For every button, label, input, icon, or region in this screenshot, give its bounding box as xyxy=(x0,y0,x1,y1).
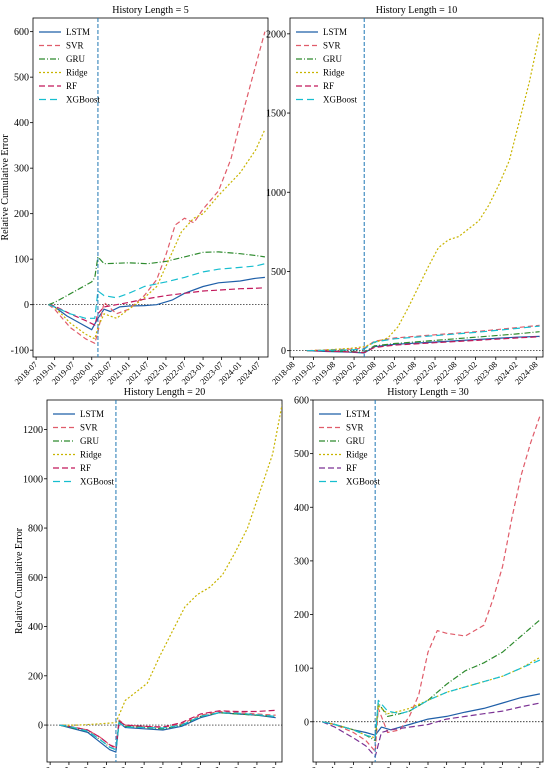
legend-label-ridge: Ridge xyxy=(66,68,88,78)
subplot-title: History Length = 30 xyxy=(387,387,468,398)
series-line-svr xyxy=(48,31,266,344)
legend-label-lstm: LSTM xyxy=(346,409,370,419)
y-tick-label: 800 xyxy=(28,524,43,535)
subplot-title: History Length = 5 xyxy=(112,5,188,16)
series-line-gru xyxy=(59,712,276,751)
y-tick-label: 200 xyxy=(294,610,309,621)
subplot-4: 01002003004005006002018-102019-042019-10… xyxy=(292,387,544,768)
legend-label-xgboost: XGBoost xyxy=(346,477,381,487)
legend-label-rf: RF xyxy=(323,81,334,91)
y-tick-label: 0 xyxy=(304,717,309,728)
series-line-xgboost xyxy=(306,325,540,352)
series-line-lstm xyxy=(48,276,265,331)
y-tick-label: 2000 xyxy=(266,29,286,40)
legend: LSTM SVR GRU Ridge RF XGBoost xyxy=(39,27,101,105)
data-area xyxy=(313,415,543,758)
y-tick-label: 100 xyxy=(294,664,309,675)
series-line-ridge xyxy=(322,656,541,739)
series-line-xgboost xyxy=(322,659,541,739)
y-tick-label: 500 xyxy=(294,449,309,460)
y-tick-label: 1000 xyxy=(23,474,43,485)
legend-label-gru: GRU xyxy=(346,436,366,446)
legend: LSTM SVR GRU Ridge RF XGBoost xyxy=(53,409,115,487)
data-area xyxy=(47,404,282,753)
y-tick-label: 600 xyxy=(28,573,43,584)
plot-frame xyxy=(289,17,544,358)
subplot-3: 0200400600800100012002018-092019-032019-… xyxy=(14,387,283,768)
y-tick-label: 400 xyxy=(14,118,29,129)
y-tick-label: 1500 xyxy=(266,109,286,120)
y-tick-label: 600 xyxy=(294,396,309,407)
y-axis-label: Relative Cumulative Error xyxy=(0,134,11,241)
y-tick-label: -100 xyxy=(11,346,29,357)
series-line-svr xyxy=(322,415,541,752)
legend-label-ridge: Ridge xyxy=(346,450,368,460)
series-line-svr xyxy=(59,710,276,748)
y-tick-label: 300 xyxy=(14,164,29,175)
x-tick-label: 2018-09 xyxy=(26,764,53,768)
y-axis-label: Relative Cumulative Error xyxy=(14,527,25,634)
legend-label-ridge: Ridge xyxy=(323,68,345,78)
series-line-ridge xyxy=(306,33,541,352)
legend-label-lstm: LSTM xyxy=(323,27,347,37)
y-tick-label: 500 xyxy=(271,267,286,278)
series-line-xgboost xyxy=(48,263,266,319)
legend-label-lstm: LSTM xyxy=(66,27,90,37)
y-tick-label: 600 xyxy=(14,27,29,38)
y-tick-label: 300 xyxy=(294,556,309,567)
y-tick-label: 100 xyxy=(14,255,29,266)
legend-label-svr: SVR xyxy=(66,41,84,51)
series-line-lstm xyxy=(322,693,541,736)
legend: LSTM SVR GRU Ridge RF XGBoost xyxy=(296,27,358,105)
series-line-gru xyxy=(306,331,540,353)
y-tick-label: 500 xyxy=(14,73,29,84)
legend-label-xgboost: XGBoost xyxy=(323,95,358,105)
data-area xyxy=(33,31,268,344)
legend-label-gru: GRU xyxy=(80,436,100,446)
legend-label-svr: SVR xyxy=(346,423,364,433)
subplot-title: History Length = 20 xyxy=(124,387,205,398)
legend-label-rf: RF xyxy=(66,81,77,91)
series-line-ridge xyxy=(48,129,266,340)
y-tick-label: 0 xyxy=(281,346,286,357)
legend-label-rf: RF xyxy=(346,463,357,473)
legend-label-ridge: Ridge xyxy=(80,450,102,460)
plot-frame xyxy=(32,17,269,358)
plot-frame xyxy=(46,399,283,763)
legend-label-xgboost: XGBoost xyxy=(80,477,115,487)
series-line-rf xyxy=(48,287,265,326)
subplot-title: History Length = 10 xyxy=(376,5,457,16)
legend-label-gru: GRU xyxy=(66,54,86,64)
subplot-2: 05001000150020002018-082019-022019-08202… xyxy=(266,5,544,386)
x-tick-label: 2024-08 xyxy=(513,359,540,386)
y-tick-label: 200 xyxy=(28,671,43,682)
legend-label-svr: SVR xyxy=(80,423,98,433)
y-tick-label: 200 xyxy=(14,209,29,220)
series-line-rf xyxy=(306,336,540,354)
legend: LSTM SVR GRU Ridge RF XGBoost xyxy=(319,409,381,487)
legend-label-rf: RF xyxy=(80,463,91,473)
subplot-1: -10001002003004005006002018-072019-01201… xyxy=(0,5,269,386)
data-area xyxy=(290,33,543,354)
y-tick-label: 1200 xyxy=(23,425,43,436)
legend-label-gru: GRU xyxy=(323,54,343,64)
x-tick-label: 2018-10 xyxy=(292,764,319,768)
series-line-rf xyxy=(322,702,541,758)
series-line-gru xyxy=(48,251,265,306)
legend-label-xgboost: XGBoost xyxy=(66,95,101,105)
series-line-ridge xyxy=(59,404,282,726)
y-tick-label: 400 xyxy=(294,503,309,514)
legend-label-lstm: LSTM xyxy=(80,409,104,419)
series-line-gru xyxy=(322,619,541,742)
series-line-rf xyxy=(59,709,276,750)
y-tick-label: 0 xyxy=(24,300,29,311)
series-line-xgboost xyxy=(59,712,276,751)
y-tick-label: 0 xyxy=(38,721,43,732)
y-tick-label: 400 xyxy=(28,622,43,633)
y-tick-label: 1000 xyxy=(266,188,286,199)
legend-label-svr: SVR xyxy=(323,41,341,51)
